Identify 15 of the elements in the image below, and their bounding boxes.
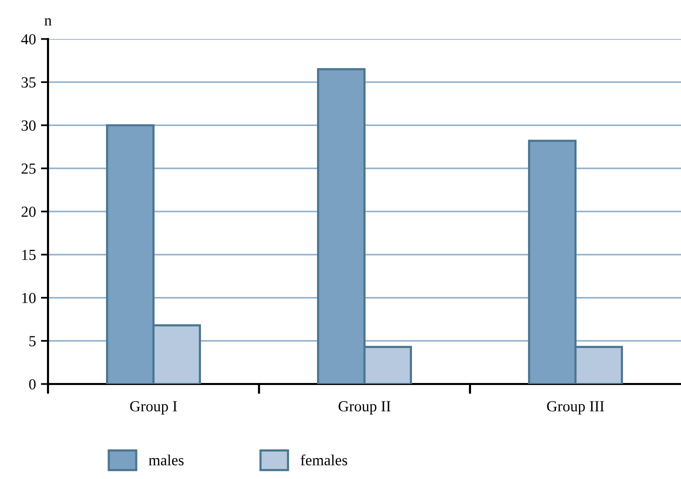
y-tick-label: 35 <box>22 77 36 88</box>
y-tick-label: 10 <box>22 292 36 304</box>
legend-label: females <box>300 454 348 466</box>
x-tick-label: Group III <box>547 401 604 415</box>
y-axis-title: n <box>44 18 52 26</box>
x-tick-label: Group II <box>338 401 390 415</box>
legend-label: males <box>148 454 184 466</box>
y-tick-label: 5 <box>29 336 36 346</box>
y-tick-label: 30 <box>22 120 36 131</box>
x-tick-label: Group I <box>130 401 177 415</box>
y-tick-label: 0 <box>29 379 36 390</box>
y-tick-label: 25 <box>22 164 36 174</box>
y-tick-label: 20 <box>22 206 36 217</box>
y-tick-label: 40 <box>21 34 36 44</box>
y-tick-label: 15 <box>22 250 36 260</box>
